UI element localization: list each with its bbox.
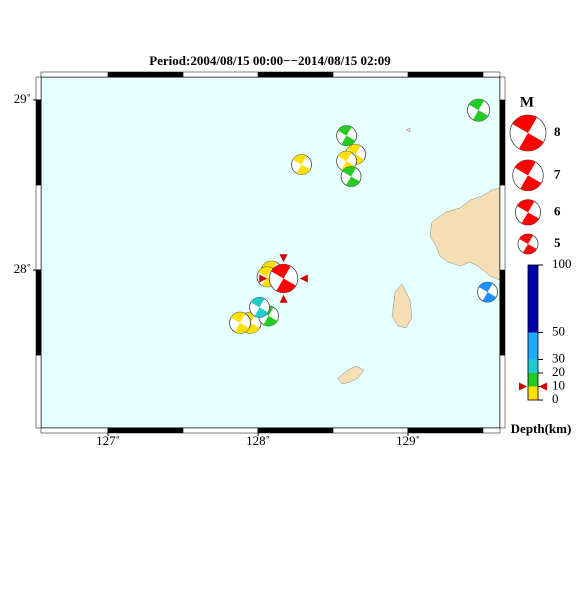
frame-bar xyxy=(182,71,259,78)
frame-bar xyxy=(35,99,42,186)
frame-bar xyxy=(257,71,334,78)
depth-segment xyxy=(528,386,538,400)
frame-bar xyxy=(499,184,506,271)
y-tick-label: 28˚ xyxy=(14,261,31,276)
depth-segment xyxy=(528,359,538,373)
frame-bar xyxy=(332,71,409,78)
ball-quadrant xyxy=(346,144,361,155)
ball-quadrant xyxy=(346,176,360,187)
ball-quadrant xyxy=(263,315,278,326)
legend-ball xyxy=(517,233,539,255)
legend-ball xyxy=(514,199,542,226)
ball-quadrant xyxy=(262,261,277,272)
event xyxy=(259,254,308,303)
ball-quadrant xyxy=(234,322,250,334)
ball-quadrant xyxy=(520,175,542,191)
legend-title: M xyxy=(520,94,534,110)
marker xyxy=(279,254,288,263)
land xyxy=(405,127,411,133)
frame-bar xyxy=(35,354,42,429)
ball-quadrant xyxy=(482,292,497,303)
depth-segment xyxy=(528,373,538,387)
event xyxy=(340,166,362,187)
frame-bar xyxy=(499,99,506,186)
land xyxy=(391,283,413,329)
ball-quadrant xyxy=(523,244,537,254)
frame-bar xyxy=(35,76,42,101)
depth-marker xyxy=(519,382,547,391)
ball-quadrant xyxy=(271,264,291,279)
ball-quadrant xyxy=(473,110,489,122)
ball-quadrant xyxy=(337,151,352,162)
depth-tick-label: 30 xyxy=(552,350,565,365)
marker xyxy=(519,382,527,391)
legend-label: 7 xyxy=(554,166,561,181)
event xyxy=(249,297,270,318)
land xyxy=(429,187,501,281)
depth-tick-label: 50 xyxy=(552,323,565,338)
frame-bar xyxy=(107,71,184,78)
event xyxy=(229,311,251,334)
marker xyxy=(539,382,547,391)
ball-quadrant xyxy=(519,233,533,244)
frame-bar xyxy=(482,71,501,78)
ball-quadrant xyxy=(341,135,356,146)
depth-tick-label: 0 xyxy=(552,391,559,406)
ball-quadrant xyxy=(468,99,485,111)
ball-quadrant xyxy=(521,212,539,225)
frame-bar xyxy=(35,184,42,271)
title: Period:2004/08/15 00:00−−2014/08/15 02:0… xyxy=(149,53,391,68)
depth-tick-label: 100 xyxy=(552,256,572,271)
ball-quadrant xyxy=(342,166,357,177)
frame-bar xyxy=(482,427,501,434)
legend-label: 6 xyxy=(554,203,561,218)
ball-quadrant xyxy=(517,199,535,213)
marker xyxy=(279,294,288,303)
ocean xyxy=(41,77,500,428)
event xyxy=(467,98,491,122)
ball-quadrant xyxy=(258,266,273,277)
ball-quadrant xyxy=(276,278,296,293)
x-tick-label: 128˚ xyxy=(246,433,270,448)
legend-ball xyxy=(512,159,544,192)
legend-label: 8 xyxy=(554,124,561,139)
depth-tick-label: 20 xyxy=(552,364,565,379)
event xyxy=(336,125,357,147)
ball-quadrant xyxy=(512,115,537,133)
legend-ball xyxy=(509,114,547,152)
depth-segment xyxy=(528,265,538,333)
land xyxy=(337,365,365,385)
ball-quadrant xyxy=(296,164,311,175)
frame-bar xyxy=(499,76,506,101)
legend-label: 5 xyxy=(554,235,561,250)
event xyxy=(477,281,498,303)
ball-quadrant xyxy=(250,297,265,308)
frame-bar xyxy=(35,269,42,356)
frame-bar xyxy=(40,71,109,78)
frame-bar xyxy=(407,71,484,78)
marker xyxy=(259,274,268,283)
frame-bar xyxy=(499,354,506,429)
frame-bar xyxy=(499,269,506,356)
y-tick-label: 29˚ xyxy=(14,91,31,106)
event xyxy=(291,154,312,175)
depth-tick-label: 10 xyxy=(552,377,565,392)
ball-quadrant xyxy=(478,282,493,293)
marker xyxy=(299,274,308,283)
ball-quadrant xyxy=(519,133,544,151)
x-tick-label: 127˚ xyxy=(96,433,120,448)
depth-label: Depth(km) xyxy=(511,421,572,436)
ball-quadrant xyxy=(337,125,352,136)
ball-quadrant xyxy=(292,154,307,165)
ball-quadrant xyxy=(514,160,536,176)
ball-quadrant xyxy=(254,307,269,318)
ball-quadrant xyxy=(230,312,246,323)
ball-quadrant xyxy=(245,322,260,334)
depth-segment xyxy=(528,332,538,360)
x-tick-label: 129˚ xyxy=(396,433,420,448)
